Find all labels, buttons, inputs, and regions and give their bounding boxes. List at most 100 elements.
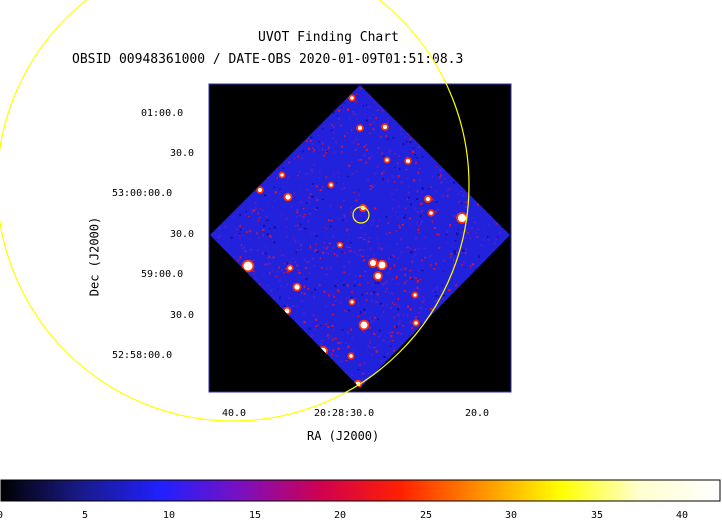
noise-pixel: [374, 282, 377, 284]
noise-pixel: [362, 225, 365, 227]
noise-pixel: [296, 209, 299, 212]
noise-pixel: [298, 272, 301, 274]
noise-pixel: [389, 150, 392, 152]
noise-pixel: [321, 148, 324, 151]
noise-pixel: [400, 181, 403, 184]
noise-pixel: [474, 221, 476, 224]
noise-pixel: [273, 226, 276, 229]
noise-pixel: [415, 277, 417, 280]
noise-pixel: [355, 93, 358, 95]
ra-tick-label: 40.0: [222, 408, 247, 419]
noise-pixel: [401, 133, 403, 135]
noise-pixel: [326, 150, 328, 152]
noise-pixel: [243, 246, 245, 249]
noise-pixel: [495, 238, 498, 240]
noise-pixel: [352, 111, 354, 113]
noise-pixel: [333, 151, 336, 154]
noise-pixel: [354, 354, 356, 357]
noise-pixel: [393, 350, 396, 352]
noise-pixel: [411, 327, 414, 329]
noise-pixel: [411, 259, 413, 262]
noise-pixel: [416, 198, 419, 200]
noise-pixel: [254, 278, 257, 280]
noise-pixel: [311, 143, 314, 145]
noise-pixel: [322, 215, 324, 217]
noise-pixel: [349, 117, 351, 120]
noise-pixel: [317, 134, 319, 136]
noise-pixel: [342, 219, 344, 221]
noise-pixel: [333, 173, 335, 176]
noise-pixel: [354, 284, 356, 287]
noise-pixel: [435, 210, 437, 213]
noise-pixel: [453, 258, 455, 261]
noise-pixel: [400, 333, 403, 335]
noise-pixel: [315, 325, 318, 327]
noise-pixel: [381, 152, 383, 155]
noise-pixel: [397, 216, 399, 219]
noise-pixel: [435, 295, 438, 298]
noise-pixel: [327, 252, 329, 256]
source-core: [288, 266, 292, 270]
noise-pixel: [369, 132, 372, 134]
noise-pixel: [347, 108, 349, 111]
noise-pixel: [438, 246, 441, 249]
noise-pixel: [423, 298, 425, 301]
noise-pixel: [365, 143, 368, 146]
noise-pixel: [373, 291, 376, 294]
noise-pixel: [353, 251, 356, 254]
noise-pixel: [391, 331, 394, 334]
noise-pixel: [313, 288, 317, 291]
noise-pixel: [364, 233, 366, 236]
noise-pixel: [362, 212, 365, 214]
noise-pixel: [364, 113, 366, 115]
dec-tick-label: 30.0: [170, 229, 195, 240]
noise-pixel: [388, 151, 391, 154]
noise-pixel: [422, 300, 425, 304]
noise-pixel: [407, 305, 409, 308]
colorbar-tick-label: 40: [676, 510, 689, 521]
noise-pixel: [311, 195, 314, 198]
noise-pixel: [325, 248, 328, 250]
noise-pixel: [358, 189, 360, 191]
noise-pixel: [409, 247, 412, 250]
noise-pixel: [373, 184, 375, 187]
colorbar-tick-label: 15: [249, 510, 262, 521]
noise-pixel: [399, 239, 402, 241]
noise-pixel: [353, 350, 355, 353]
noise-pixel: [268, 255, 271, 259]
noise-pixel: [328, 294, 331, 297]
noise-pixel: [497, 236, 499, 239]
noise-pixel: [413, 299, 415, 301]
noise-pixel: [387, 120, 389, 122]
noise-pixel: [239, 229, 242, 231]
noise-pixel: [294, 261, 297, 264]
noise-pixel: [312, 257, 315, 260]
noise-pixel: [326, 267, 329, 270]
noise-pixel: [375, 301, 377, 303]
noise-pixel: [418, 307, 422, 309]
noise-pixel: [268, 227, 271, 230]
noise-pixel: [343, 199, 345, 201]
noise-pixel: [298, 171, 301, 173]
noise-pixel: [299, 223, 302, 226]
noise-pixel: [332, 246, 335, 249]
noise-pixel: [309, 246, 312, 249]
noise-pixel: [409, 320, 412, 323]
noise-pixel: [389, 267, 392, 270]
noise-pixel: [456, 251, 458, 254]
noise-pixel: [369, 340, 371, 342]
source-core: [338, 243, 342, 247]
noise-pixel: [374, 316, 376, 319]
noise-pixel: [279, 296, 281, 299]
noise-pixel: [351, 161, 353, 163]
noise-pixel: [420, 202, 423, 205]
noise-pixel: [312, 314, 315, 317]
noise-pixel: [349, 296, 350, 298]
noise-pixel: [453, 264, 455, 266]
noise-pixel: [345, 297, 349, 300]
noise-pixel: [404, 282, 406, 285]
noise-pixel: [373, 101, 376, 104]
noise-pixel: [292, 257, 294, 260]
noise-pixel: [403, 216, 406, 219]
noise-pixel: [321, 141, 324, 143]
